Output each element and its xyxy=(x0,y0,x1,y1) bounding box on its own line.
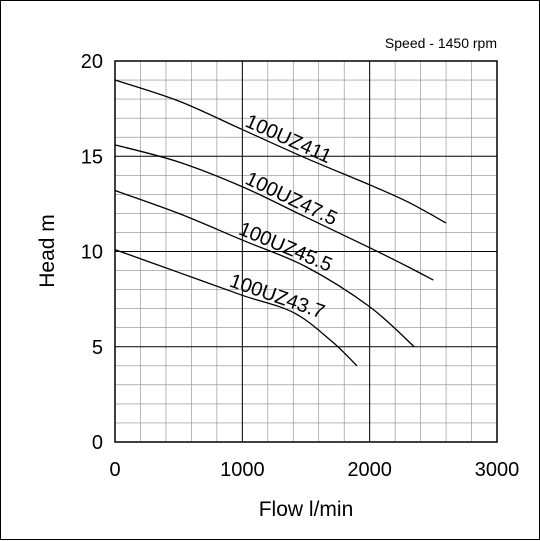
performance-curves xyxy=(114,79,447,367)
curve-100uz43-7 xyxy=(114,248,358,367)
speed-annotation: Speed - 1450 rpm xyxy=(385,35,497,51)
x-tick-label: 3000 xyxy=(475,459,520,481)
curve-100uz47-5 xyxy=(114,144,434,281)
y-tick-label: 20 xyxy=(81,51,103,73)
y-tick-label: 5 xyxy=(92,337,103,359)
x-tick-labels: 0 1000 2000 3000 xyxy=(109,459,519,481)
y-tick-label: 10 xyxy=(81,242,103,264)
x-tick-label: 1000 xyxy=(220,459,265,481)
y-tick-label: 0 xyxy=(92,432,103,454)
curve-100uz45-5 xyxy=(114,189,415,348)
y-axis-title: Head m xyxy=(36,214,59,288)
plot-area-border xyxy=(114,60,498,443)
curve-label-100uz411: 100UZ411 xyxy=(242,110,335,168)
curve-100uz411 xyxy=(114,79,447,224)
curve-label-100uz45-5: 100UZ45.5 xyxy=(236,218,336,277)
y-tick-label: 15 xyxy=(81,146,103,168)
curve-label-100uz47-5: 100UZ47.5 xyxy=(242,168,341,231)
x-axis-title: Flow l/min xyxy=(259,498,354,521)
y-tick-labels: 0 5 10 15 20 xyxy=(81,51,103,454)
x-tick-label: 2000 xyxy=(347,459,392,481)
x-tick-label: 0 xyxy=(109,459,120,481)
curve-label-100uz43-7: 100UZ43.7 xyxy=(227,270,328,323)
